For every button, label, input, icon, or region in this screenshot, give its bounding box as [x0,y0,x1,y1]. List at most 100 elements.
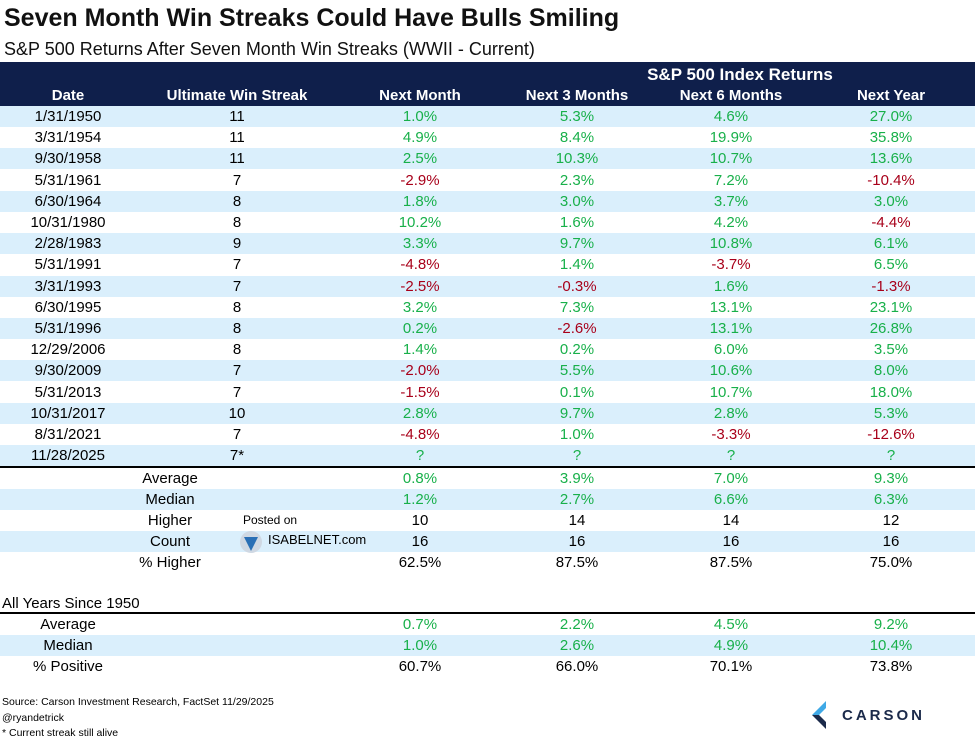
summary-value: 75.0% [869,554,913,571]
table-row: 10/31/2017 10 2.8% 9.7% 2.8% 5.3% [0,402,975,424]
column-header: Date [51,87,85,104]
all-years-value: 2.6% [559,637,595,654]
all-years-value: 66.0% [555,658,599,675]
streak-cell: 11 [229,150,245,168]
table-row: % Positive 60.7% 66.0% 70.1% 73.8% [0,656,975,677]
table-row: 6/30/1995 8 3.2% 7.3% 13.1% 23.1% [0,297,975,318]
summary-value: 7.0% [713,470,749,487]
return-cell: 0.1% [559,383,595,401]
date-cell: 2/28/1983 [34,235,102,253]
all-years-value: 4.9% [713,637,749,654]
return-cell: 13.1% [709,320,753,337]
carson-logo-icon [812,701,826,729]
table-row: 10/31/1980 8 10.2% 1.6% 4.2% -4.4% [0,212,975,233]
column-header: Next Year [856,87,926,104]
return-cell: 2.8% [713,404,749,422]
return-cell: 7.3% [559,298,595,316]
summary-value: 16 [568,533,586,550]
date-cell: 6/30/1964 [34,192,102,210]
return-cell: -1.5% [400,383,440,401]
return-cell: 10.8% [709,235,753,253]
summary-value: 62.5% [398,554,442,571]
return-cell: ? [572,447,582,465]
summary-value: 9.3% [873,470,909,487]
streak-cell: 11 [229,129,245,147]
return-cell: 3.0% [873,192,909,210]
return-cell: 2.8% [402,404,438,422]
return-cell: 8.4% [559,129,595,147]
table-row: % Higher 62.5% 87.5% 87.5% 75.0% [0,552,975,573]
return-cell: 3.3% [402,235,438,253]
streak-cell: 7 [232,426,242,443]
return-cell: 10.7% [709,383,753,401]
table-row: 11/28/2025 7*???? [0,445,975,467]
streak-cell: 7* [229,447,245,465]
column-header: Next 3 Months [525,87,629,104]
all-years-value: 0.7% [402,616,438,633]
return-cell: 1.0% [559,426,595,443]
return-cell: -4.8% [400,256,440,274]
return-cell: 23.1% [869,298,913,316]
return-cell: 1.0% [402,108,438,125]
return-cell: 8.0% [873,362,909,380]
return-cell: 10.7% [709,150,753,168]
summary-value: 0.8% [402,470,438,487]
all-years-value: 2.2% [559,616,595,633]
return-cell: 5.3% [559,108,595,125]
return-cell: -0.3% [557,277,597,295]
return-cell: ? [886,447,896,465]
date-cell: 9/30/2009 [34,362,102,380]
return-cell: -2.9% [400,171,440,189]
summary-value: 12 [882,512,900,529]
streak-cell: 7 [232,383,242,401]
all-years-value: 60.7% [398,658,442,675]
date-cell: 6/30/1995 [34,298,102,316]
return-cell: 4.9% [402,129,438,147]
streak-cell: 7 [232,171,242,189]
return-cell: 19.9% [709,129,753,147]
table-row: Median 1.2% 2.7% 6.6% 6.3% [0,489,975,510]
streak-cell: 8 [232,298,242,316]
table-row: 5/31/1996 8 0.2% -2.6% 13.1% 26.8% [0,318,975,339]
all-years-value: 9.2% [873,616,909,633]
return-cell: 9.7% [559,235,595,253]
date-cell: 8/31/2021 [34,426,102,443]
isabelnet-logo-icon [240,531,262,553]
all-years-value: 70.1% [709,658,753,675]
return-cell: 0.2% [559,341,595,359]
streak-cell: 7 [232,277,242,295]
table-row: 3/31/1993 7 -2.5% -0.3% 1.6% -1.3% [0,275,975,297]
summary-value: 87.5% [709,554,753,571]
streak-cell: 8 [232,192,242,210]
table-row: 6/30/1964 8 1.8% 3.0% 3.7% 3.0% [0,190,975,212]
return-cell: 6.1% [873,235,909,253]
table-row: 5/31/1991 7 -4.8% 1.4% -3.7% 6.5% [0,254,975,275]
summary-value: 3.9% [559,470,595,487]
return-cell: 3.0% [559,192,595,210]
summary-value: 6.3% [873,491,909,508]
table-row: 9/30/1958 11 2.5% 10.3% 10.7% 13.6% [0,148,975,170]
return-cell: 5.5% [559,362,595,380]
return-cell: 3.7% [713,192,749,210]
table-row: 9/30/2009 7 -2.0% 5.5% 10.6% 8.0% [0,360,975,382]
column-header: Ultimate Win Streak [166,87,308,104]
return-cell: 35.8% [869,129,913,147]
summary-label: % Higher [139,554,201,571]
streak-cell: 7 [232,362,242,380]
footnote: * Current streak still alive [2,727,119,739]
return-cell: 6.0% [713,341,749,359]
return-cell: 13.1% [709,298,753,316]
table-row: Median 1.0% 2.6% 4.9% 10.4% [0,635,975,656]
return-cell: 27.0% [869,108,913,125]
all-years-title: All Years Since 1950 [2,595,140,612]
date-cell: 5/31/1961 [34,171,102,189]
table-row: 3/31/1954 11 4.9% 8.4% 19.9% 35.8% [0,127,975,148]
return-cell: 4.6% [713,108,749,125]
return-cell: -4.4% [871,214,911,231]
return-cell: 1.8% [402,192,438,210]
table-row: Average 0.8% 3.9% 7.0% 9.3% [0,468,975,489]
summary-label: Average [142,470,198,487]
watermark-line2: ISABELNET.com [268,532,367,547]
streak-cell: 8 [232,341,242,359]
date-cell: 9/30/1958 [34,150,102,168]
